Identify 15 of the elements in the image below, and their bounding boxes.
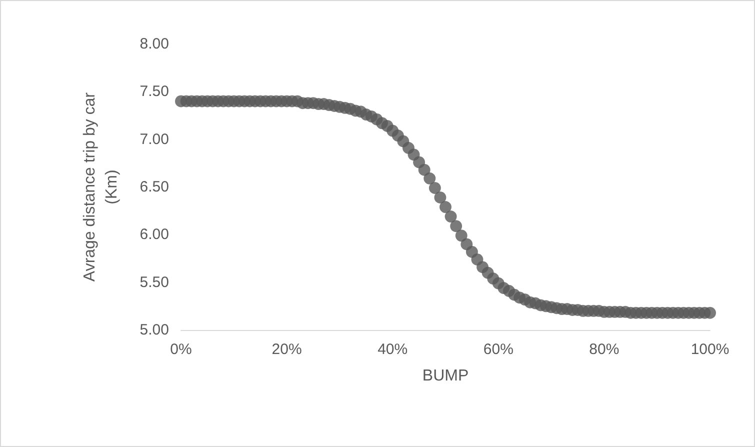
x-tick-label: 0% xyxy=(170,341,192,358)
x-tick-label: 20% xyxy=(272,341,302,358)
y-axis-title: Avrage distance trip by car (Km) xyxy=(82,92,120,282)
y-tick-label: 6.00 xyxy=(140,226,169,244)
y-tick-label: 7.00 xyxy=(140,130,169,148)
x-tick-label: 100% xyxy=(690,341,730,358)
y-tick-label: 5.50 xyxy=(140,274,169,291)
x-tick-label: 40% xyxy=(378,341,408,358)
y-tick-label: 8.00 xyxy=(140,36,169,52)
x-tick-label: 60% xyxy=(483,341,514,358)
x-tick-label: 80% xyxy=(589,341,620,358)
y-tick-label: 5.00 xyxy=(140,322,169,338)
y-tick-label: 6.50 xyxy=(140,178,169,196)
y-tick-label: 7.50 xyxy=(140,83,169,100)
x-axis-title: BUMP xyxy=(422,368,469,384)
